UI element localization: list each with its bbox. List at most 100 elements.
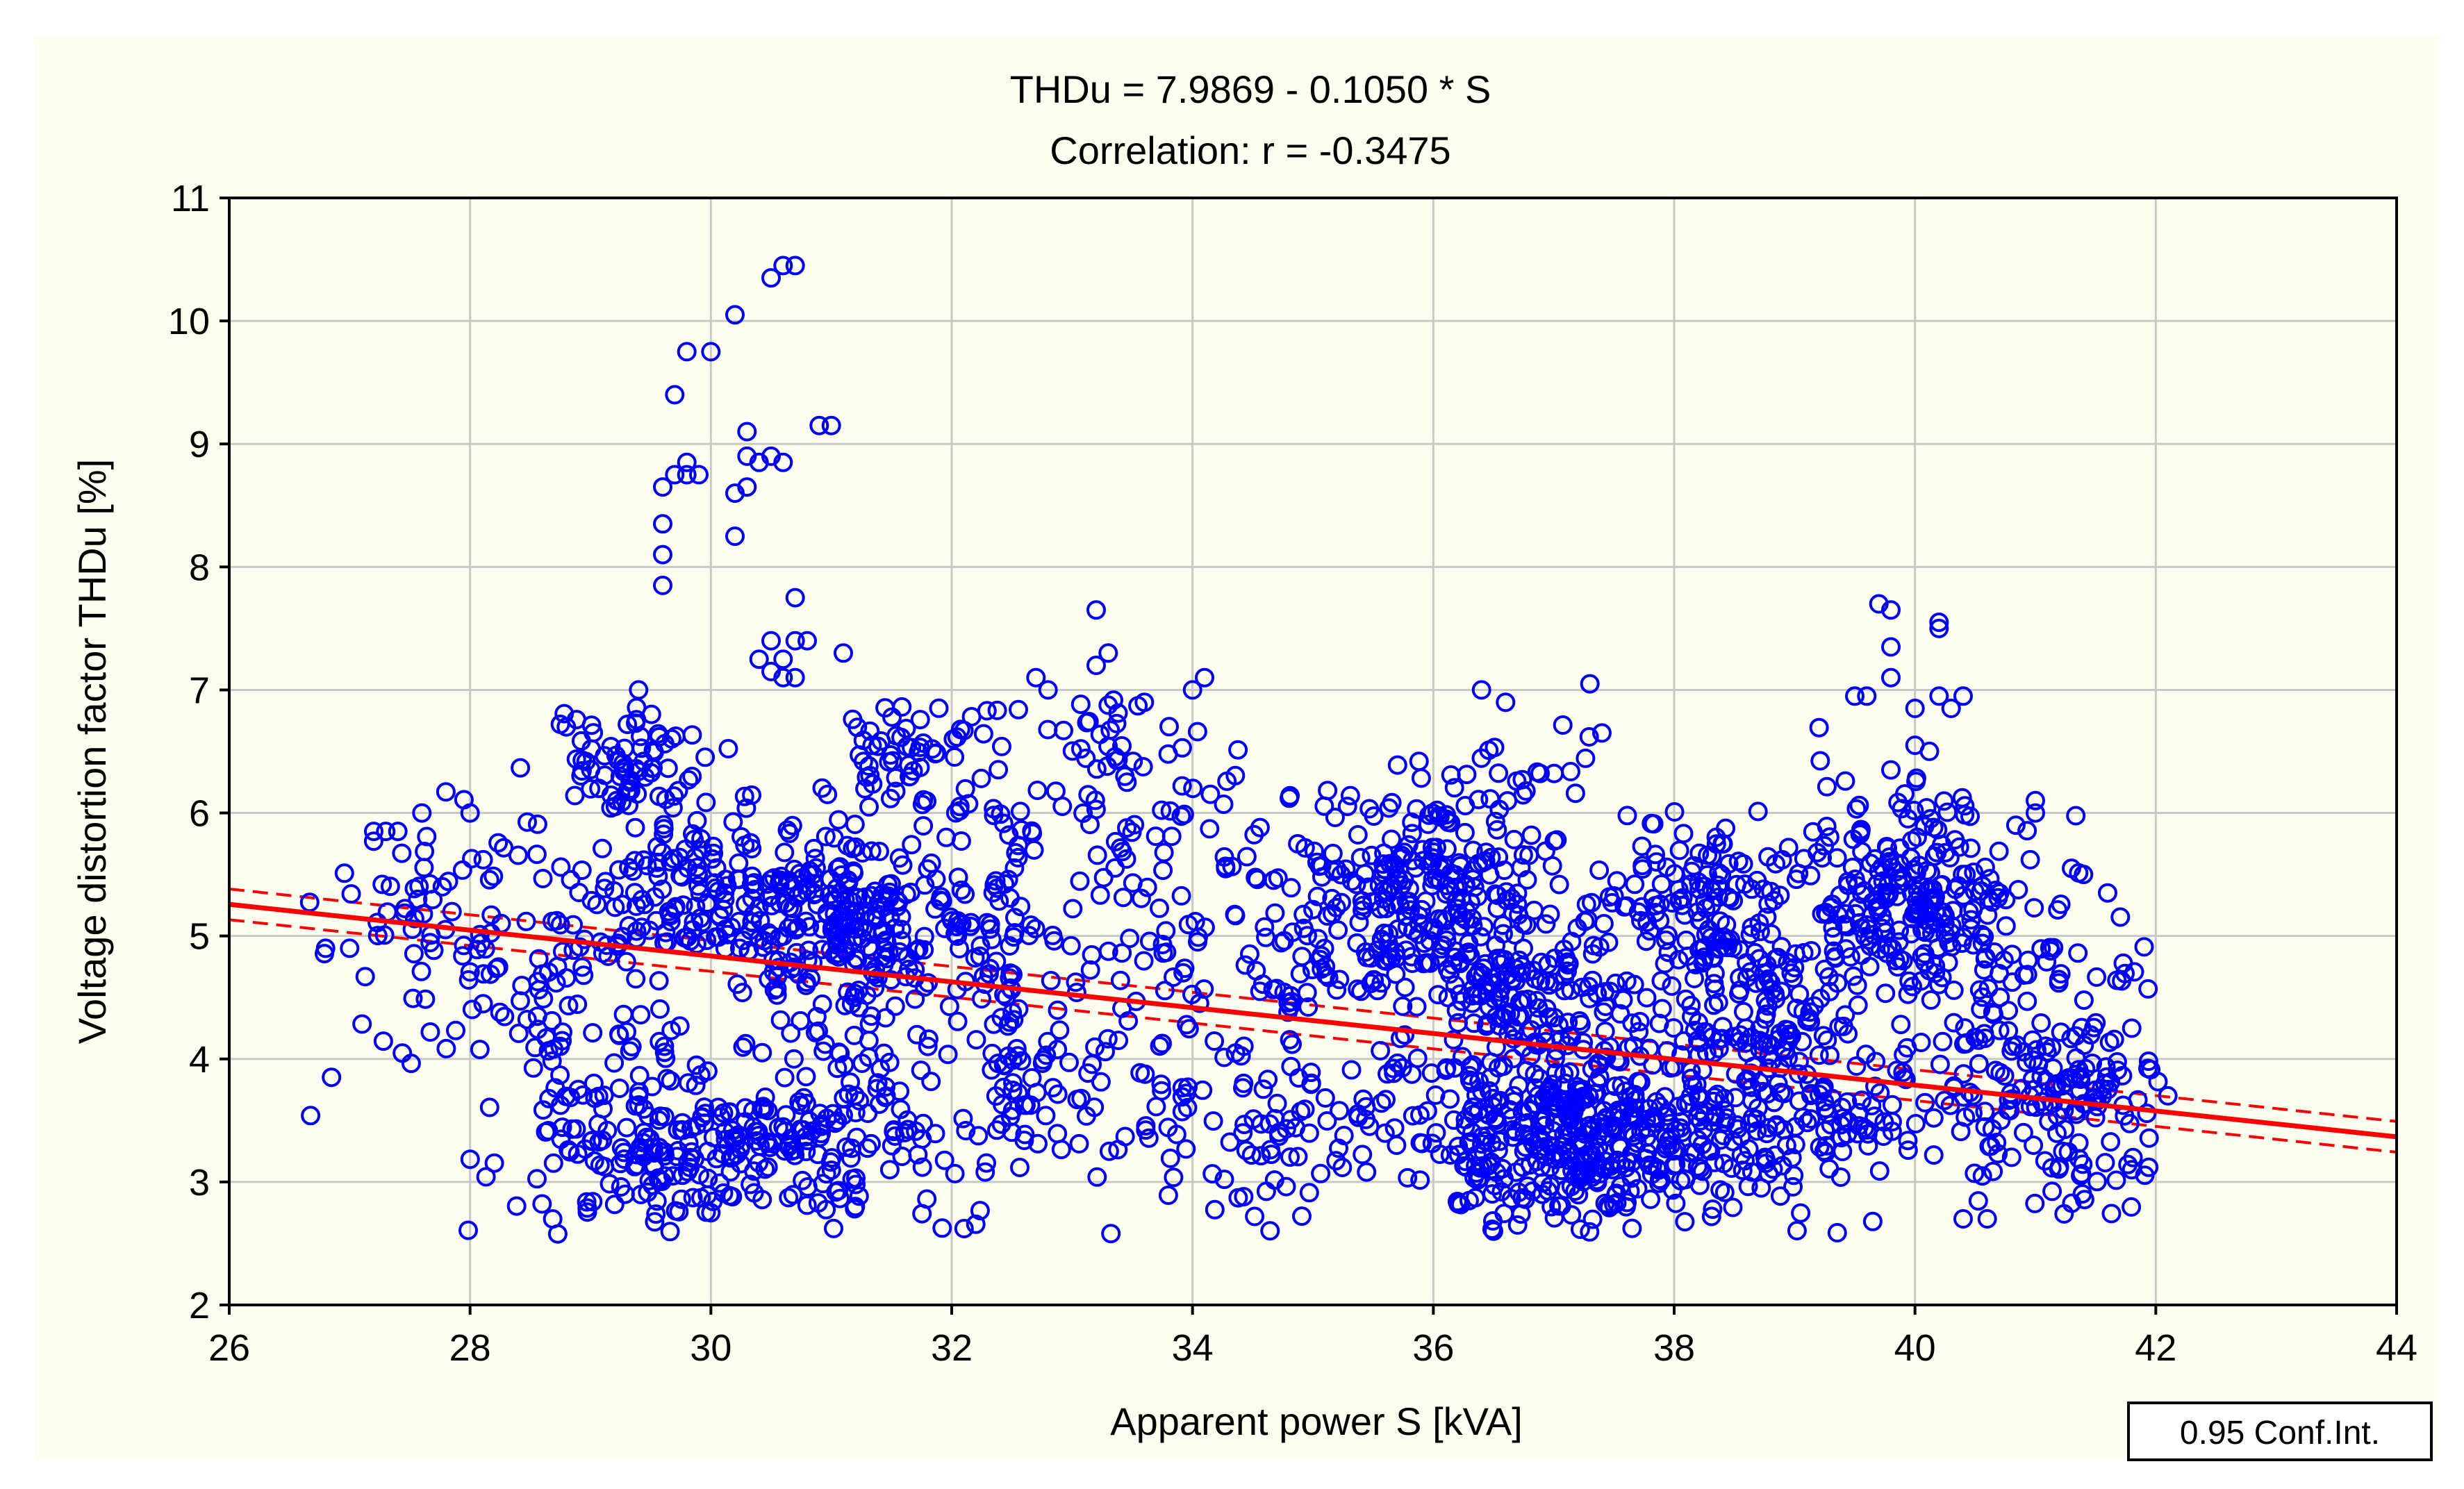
- data-point: [1411, 768, 1431, 788]
- data-point: [1952, 788, 1972, 808]
- data-point: [2101, 1204, 2122, 1224]
- data-point: [1087, 845, 1107, 865]
- data-point: [1911, 971, 1931, 991]
- data-point: [1214, 1170, 1234, 1190]
- y-tick-label: 4: [189, 1039, 210, 1081]
- data-point: [395, 899, 415, 919]
- data-point: [992, 736, 1011, 756]
- data-point: [1662, 976, 1682, 996]
- data-point: [805, 883, 825, 904]
- data-point: [1883, 938, 1902, 958]
- data-point: [1978, 979, 1999, 999]
- data-point: [572, 761, 592, 781]
- data-point: [650, 1106, 670, 1126]
- data-point: [1676, 930, 1696, 950]
- data-point: [1685, 969, 1704, 988]
- data-point: [1858, 1124, 1878, 1144]
- data-point: [1009, 699, 1028, 719]
- data-point: [955, 884, 975, 904]
- data-point: [1353, 1145, 1373, 1165]
- data-point: [340, 938, 360, 958]
- data-point: [1205, 1031, 1225, 1051]
- data-point: [1561, 762, 1580, 781]
- data-point: [1388, 919, 1408, 939]
- data-point: [1704, 974, 1724, 994]
- data-point: [618, 715, 638, 734]
- data-point: [527, 845, 547, 865]
- data-point: [886, 726, 907, 746]
- data-point: [1781, 1026, 1801, 1046]
- data-point: [1536, 914, 1556, 934]
- data-point: [797, 631, 817, 651]
- data-point: [1447, 1192, 1467, 1211]
- data-point: [843, 709, 863, 729]
- data-point: [1503, 1049, 1523, 1069]
- data-point: [895, 1122, 915, 1142]
- data-point: [742, 785, 762, 805]
- data-point: [1410, 1133, 1430, 1153]
- data-point: [1334, 1126, 1354, 1145]
- data-point: [1905, 1114, 1926, 1133]
- data-point: [1549, 1196, 1569, 1216]
- data-point: [1158, 744, 1178, 764]
- data-point: [829, 810, 849, 830]
- data-point: [1589, 860, 1610, 880]
- data-point: [1889, 932, 1909, 952]
- data-point: [402, 920, 422, 940]
- data-point: [417, 826, 437, 847]
- data-point: [796, 1142, 816, 1161]
- data-point: [910, 710, 930, 730]
- data-point: [1504, 829, 1524, 849]
- data-point: [2072, 1017, 2092, 1038]
- data-point: [1228, 740, 1248, 760]
- data-point: [1059, 1052, 1079, 1072]
- data-point: [1911, 1033, 1931, 1052]
- data-point: [1512, 990, 1532, 1010]
- data-point: [1544, 831, 1564, 851]
- data-point: [977, 1153, 996, 1173]
- data-point: [1463, 870, 1483, 890]
- data-point: [2020, 849, 2040, 870]
- data-point: [800, 1111, 819, 1131]
- data-point: [821, 1161, 841, 1180]
- data-point: [1408, 924, 1428, 945]
- data-point: [597, 1120, 618, 1140]
- data-point: [953, 1108, 973, 1129]
- data-point: [733, 1037, 753, 1057]
- data-point: [1350, 848, 1371, 867]
- data-point: [1598, 932, 1619, 952]
- data-point: [893, 855, 913, 875]
- data-point: [1450, 954, 1470, 974]
- data-point: [2031, 939, 2051, 959]
- data-point: [805, 849, 825, 869]
- data-point: [2054, 1204, 2074, 1224]
- data-point: [1544, 763, 1564, 783]
- data-point: [1980, 869, 2000, 889]
- data-point: [1052, 797, 1073, 816]
- data-point: [626, 969, 646, 989]
- data-point: [552, 942, 572, 962]
- data-point: [1008, 1046, 1028, 1066]
- data-point: [991, 804, 1011, 824]
- data-point: [1673, 824, 1694, 844]
- data-point: [1835, 771, 1855, 791]
- data-point: [1887, 886, 1907, 906]
- data-point: [1473, 958, 1494, 979]
- data-point: [1594, 1118, 1614, 1138]
- data-point: [845, 815, 865, 834]
- data-point: [1455, 1116, 1475, 1136]
- data-point: [647, 837, 667, 857]
- data-point: [939, 997, 959, 1017]
- data-point: [1733, 1161, 1753, 1181]
- data-point: [1929, 686, 1949, 706]
- data-point: [1428, 985, 1448, 1005]
- data-point: [682, 725, 702, 745]
- data-point: [1561, 980, 1581, 1000]
- data-point: [1676, 1094, 1696, 1113]
- data-point: [1043, 925, 1063, 945]
- y-axis-label: Voltage distortion factor THDu [%]: [70, 459, 114, 1045]
- data-point: [1362, 845, 1382, 865]
- data-point: [1977, 1209, 1997, 1229]
- data-point: [921, 853, 941, 873]
- data-point: [1028, 1133, 1048, 1154]
